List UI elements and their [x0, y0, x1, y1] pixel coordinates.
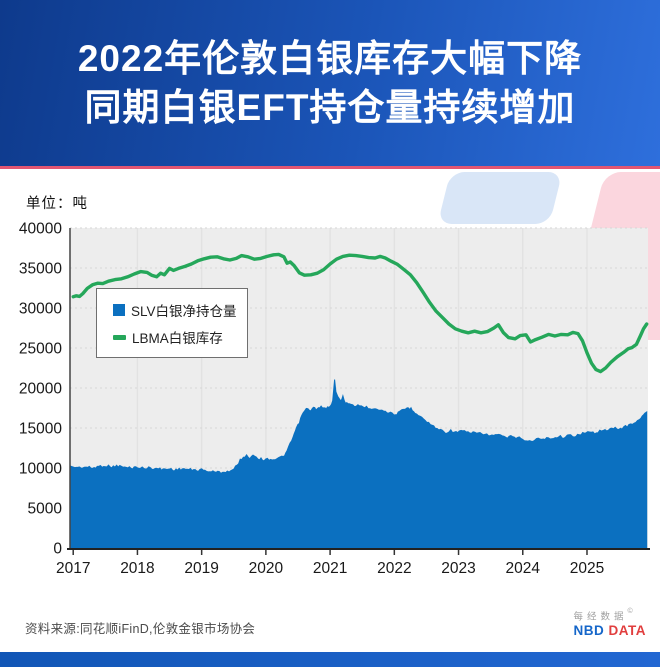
- y-tick-label: 35000: [19, 261, 62, 278]
- slv-area-series: [69, 379, 648, 549]
- y-tick-label: 25000: [19, 341, 62, 358]
- lbma-line-series: [71, 252, 649, 374]
- x-tick-label: 2025: [570, 560, 604, 577]
- nbd-logo-english: NBD DATA: [573, 623, 646, 639]
- y-tick-label: 15000: [19, 421, 62, 438]
- page-title-line2: 同期白银EFT持仓量持续增加: [84, 87, 576, 128]
- slv-legend-marker: [113, 304, 125, 316]
- y-tick-label: 40000: [19, 221, 62, 238]
- page-title-line1: 2022年伦敦白银库存大幅下降: [77, 38, 583, 79]
- header-underline: [0, 166, 660, 169]
- data-source-note: 资料来源:同花顺iFinD,伦敦金银市场协会: [25, 622, 256, 636]
- slv-legend-label: SLV白银净持仓量: [131, 304, 237, 319]
- y-tick-label: 10000: [19, 461, 62, 478]
- x-tick-label: 2022: [377, 560, 411, 577]
- legend-item-slv: SLV白银净持仓量: [113, 300, 237, 320]
- unit-label: 单位：吨: [26, 196, 88, 212]
- lbma-legend-label: LBMA白银库存: [132, 331, 223, 346]
- chart-legend: SLV白银净持仓量 LBMA白银库存: [96, 288, 248, 358]
- inventory-etf-chart: 2017 2018 2019 2020 2021 2022 2023 2024 2025 0 500…: [19, 221, 650, 577]
- y-tick-label: 0: [53, 541, 62, 558]
- x-tick-label: 2021: [313, 560, 347, 577]
- x-tick-label: 2018: [120, 560, 154, 577]
- x-tick-label: 2020: [249, 560, 284, 577]
- legend-item-lbma: LBMA白银库存: [113, 327, 237, 347]
- y-tick-label: 20000: [19, 381, 62, 398]
- lbma-legend-marker: [113, 334, 126, 340]
- y-tick-label: 5000: [28, 501, 63, 518]
- header-banner: 2022年伦敦白银库存大幅下降 同期白银EFT持仓量持续增加: [0, 0, 660, 166]
- bottom-accent-bar: [0, 652, 660, 667]
- x-tick-label: 2024: [506, 560, 541, 577]
- x-tick-label: 2023: [441, 560, 475, 577]
- x-tick-label: 2019: [184, 560, 218, 577]
- x-tick-label: 2017: [56, 560, 90, 577]
- nbd-logo-chinese: 每经数据©: [573, 608, 633, 623]
- nbd-data-logo: 每经数据© NBD DATA: [573, 605, 646, 638]
- y-tick-label: 30000: [19, 301, 62, 318]
